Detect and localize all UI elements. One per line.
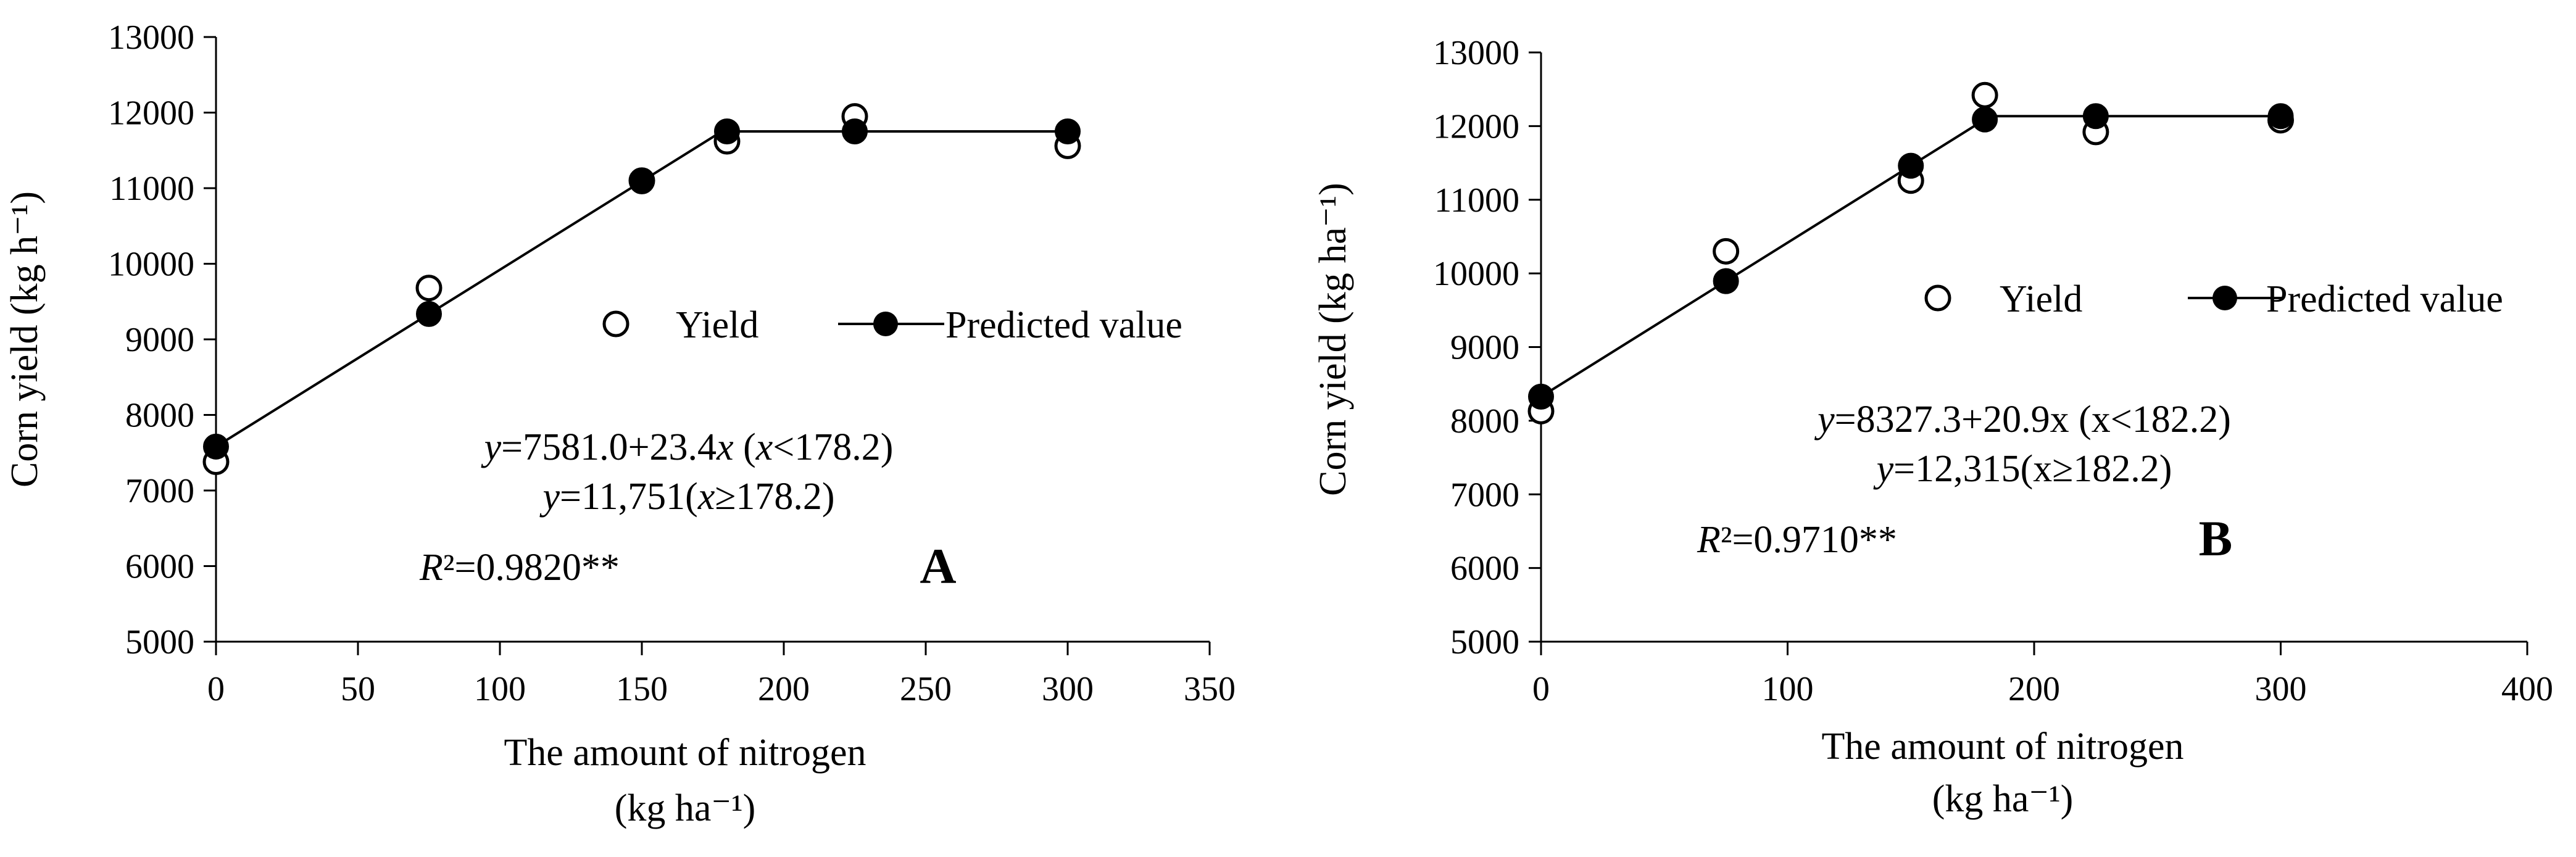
predicted-point [1528,383,1554,410]
legend-predicted-label: Predicted value [945,304,1182,346]
yield-point [1713,238,1740,265]
y-tick-label: 7000 [125,472,194,510]
yield-point [1971,81,1998,109]
legend-predicted-marker [873,312,898,336]
legend-yield-label: Yield [2000,278,2082,320]
predicted-point [2267,103,2294,130]
y-tick-label: 11000 [109,170,194,208]
equation-line-2: y=11,751(x≥178.2) [539,476,834,518]
predicted-point [1055,118,1081,145]
predicted-point [1972,106,1998,133]
panel-label: A [920,538,956,594]
y-tick-label: 8000 [1450,402,1519,441]
x-tick-label: 100 [474,670,526,708]
r-squared: R²=0.9710** [1697,519,1897,561]
x-tick-label: 0 [1532,670,1550,708]
x-tick-label: 0 [207,670,225,708]
x-tick-label: 300 [1042,670,1094,708]
y-tick-label: 13000 [108,19,194,57]
x-tick-label: 350 [1184,670,1236,708]
yield-point [415,275,442,302]
legend-yield-label: Yield [676,304,758,346]
y-tick-label: 8000 [125,397,194,435]
predicted-point [629,168,655,194]
x-axis-title: The amount of nitrogen [1821,726,2183,768]
predicted-point [1898,152,1924,179]
equation-line-1: y=7581.0+23.4x (x<178.2) [481,426,894,468]
x-tick-label: 400 [2501,670,2553,708]
x-tick-label: 300 [2255,670,2307,708]
x-tick-label: 200 [2008,670,2060,708]
panel-label: B [2199,510,2233,566]
y-tick-label: 6000 [125,548,194,586]
legend-yield-marker [1924,284,1951,312]
y-tick-label: 9000 [125,321,194,359]
x-axis-unit: (kg ha⁻¹) [1932,778,2074,820]
x-tick-label: 250 [900,670,952,708]
predicted-point [203,433,229,460]
legend-predicted-marker [2212,286,2237,310]
y-tick-label: 12000 [1433,107,1519,146]
y-tick-label: 6000 [1450,550,1519,588]
x-tick-label: 150 [616,670,668,708]
y-axis-title: Corn yield (kg h⁻¹) [4,191,46,487]
y-tick-label: 5000 [125,623,194,661]
predicted-point [416,300,442,327]
y-tick-label: 12000 [108,94,194,133]
legend-yield-marker [602,310,629,337]
predicted-point [842,118,868,145]
predicted-point [2082,103,2109,130]
y-tick-label: 9000 [1450,329,1519,367]
predicted-point [714,118,740,145]
y-tick-label: 10000 [1433,255,1519,293]
x-tick-label: 100 [1762,670,1814,708]
y-tick-label: 13000 [1433,34,1519,72]
x-axis-title: The amount of nitrogen [504,732,866,774]
panel-a: 5000 6000 7000 8000 9000 10000 11000 12000 13000… [4,19,1236,829]
y-tick-label: 7000 [1450,476,1519,514]
x-tick-label: 50 [341,670,375,708]
x-tick-label: 200 [758,670,810,708]
y-tick-label: 10000 [108,246,194,284]
panel-b: 5000 6000 7000 8000 9000 10000 11000 12000 13000… [1312,34,2553,820]
y-tick-label: 11000 [1434,181,1519,220]
y-tick-label: 5000 [1450,623,1519,661]
y-axis-title: Corn yield (kg ha⁻¹) [1312,183,1354,496]
legend-predicted-label: Predicted value [2266,278,2503,320]
r-squared: R²=0.9820** [419,547,620,589]
x-axis-unit: (kg ha⁻¹) [615,787,756,829]
predicted-point [1713,268,1739,294]
equation-line-2: y=12,315(x≥182.2) [1873,448,2172,490]
equation-line-1: y=8327.3+20.9x (x<182.2) [1814,399,2231,441]
